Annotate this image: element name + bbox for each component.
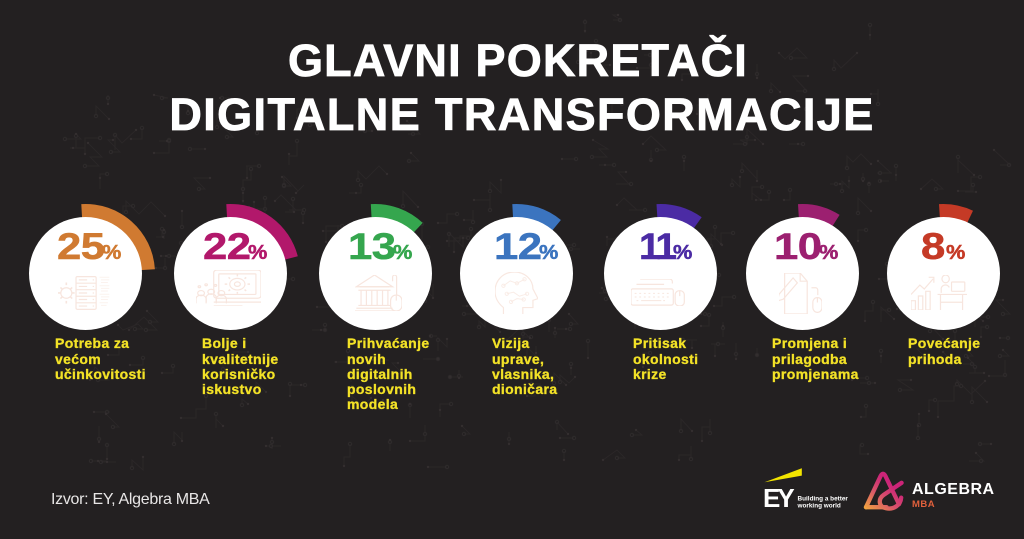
- svg-text:MBA: MBA: [912, 499, 935, 510]
- svg-text:EY: EY: [763, 483, 794, 513]
- svg-text:Building a better: Building a better: [798, 496, 849, 503]
- svg-text:ALGEBRA: ALGEBRA: [912, 481, 995, 498]
- svg-text:working world: working world: [797, 502, 841, 509]
